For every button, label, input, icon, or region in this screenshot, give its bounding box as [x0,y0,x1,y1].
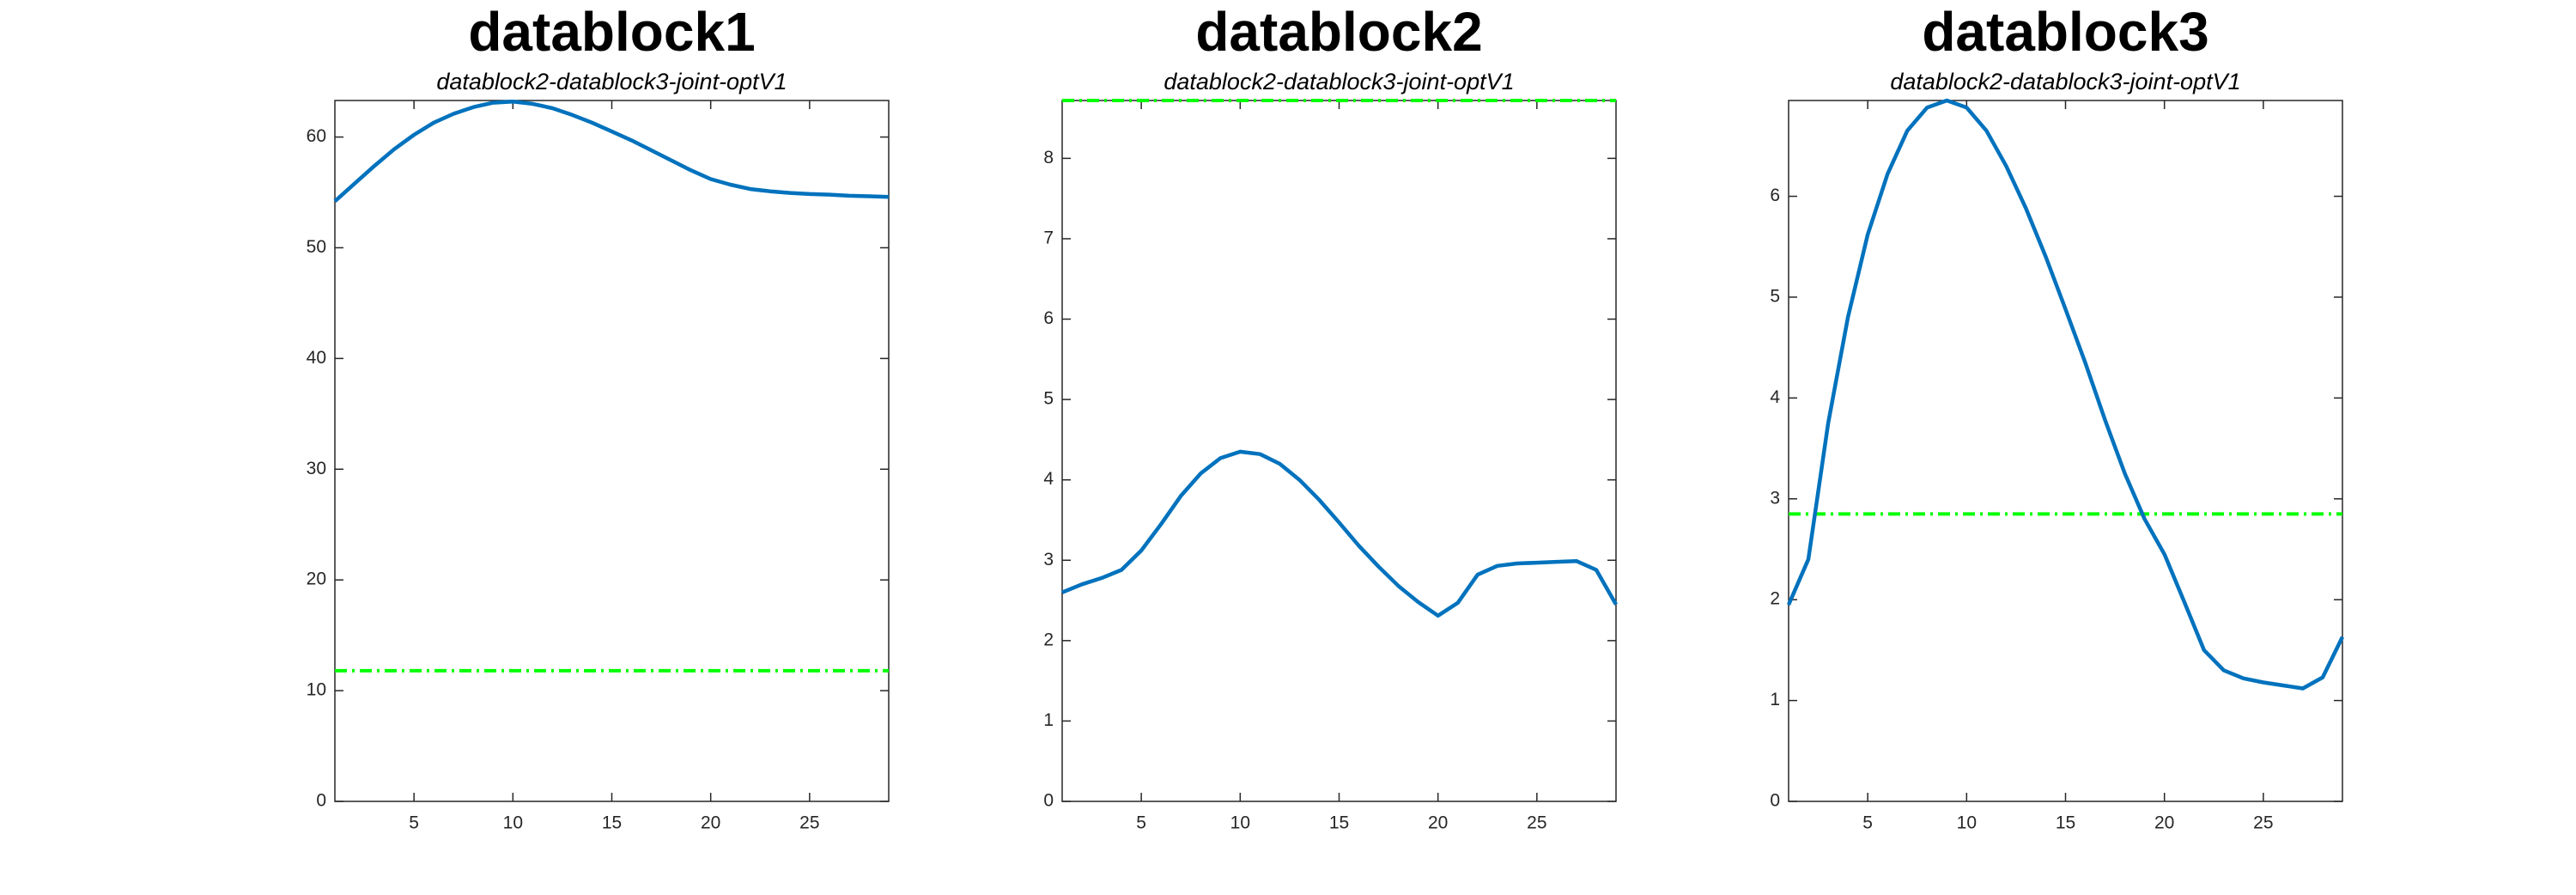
x-tick-label: 15 [2056,813,2075,833]
x-tick-label: 10 [1957,813,1977,833]
y-tick-label: 3 [1770,488,1780,508]
y-tick-label: 2 [1770,589,1780,609]
x-tick-label: 15 [602,813,622,833]
plot-area [334,100,890,802]
plot-area [1061,100,1617,802]
x-tick-label: 20 [1428,813,1448,833]
y-tick-label: 7 [1043,228,1054,248]
chart-subtitle: datablock2-datablock3-joint-optV1 [1163,69,1514,94]
y-tick-label: 1 [1770,690,1780,709]
x-tick-label: 5 [1136,813,1146,833]
x-tick-label: 10 [1230,813,1250,833]
x-tick-label: 10 [503,813,523,833]
data-line [1786,98,2345,691]
x-tick-label: 20 [2154,813,2174,833]
y-tick-label: 40 [307,348,326,368]
y-tick-label: 0 [316,791,326,811]
y-tick-label: 60 [307,126,326,146]
y-tick-label: 5 [1043,389,1054,409]
chart-title: datablock3 [1922,1,2208,63]
y-tick-label: 20 [307,569,326,589]
y-tick-label: 1 [1043,710,1054,730]
y-tick-label: 6 [1043,308,1054,328]
y-tick-label: 0 [1770,791,1780,811]
chart-title: datablock2 [1195,1,1482,63]
y-tick-label: 5 [1770,286,1780,306]
y-tick-label: 50 [307,237,326,257]
x-tick-label: 25 [2253,813,2273,833]
x-tick-label: 25 [1527,813,1546,833]
x-tick-label: 25 [799,813,819,833]
y-tick-label: 0 [1043,791,1054,811]
data-line [1061,449,1618,618]
x-tick-label: 20 [701,813,720,833]
chart-subtitle: datablock2-datablock3-joint-optV1 [436,69,787,94]
y-tick-label: 6 [1770,186,1780,205]
data-line [333,100,890,203]
y-tick-label: 4 [1770,387,1780,407]
y-tick-label: 2 [1043,630,1054,649]
x-tick-label: 5 [409,813,419,833]
x-tick-label: 5 [1862,813,1873,833]
plot-area [1788,100,2343,802]
y-tick-label: 10 [307,680,326,700]
y-tick-label: 8 [1043,148,1054,167]
y-tick-label: 30 [307,459,326,478]
y-tick-label: 3 [1043,550,1054,569]
chart-title: datablock1 [468,1,755,63]
y-tick-label: 4 [1043,469,1054,489]
x-tick-label: 15 [1329,813,1349,833]
chart-subtitle: datablock2-datablock3-joint-optV1 [1890,69,2240,94]
